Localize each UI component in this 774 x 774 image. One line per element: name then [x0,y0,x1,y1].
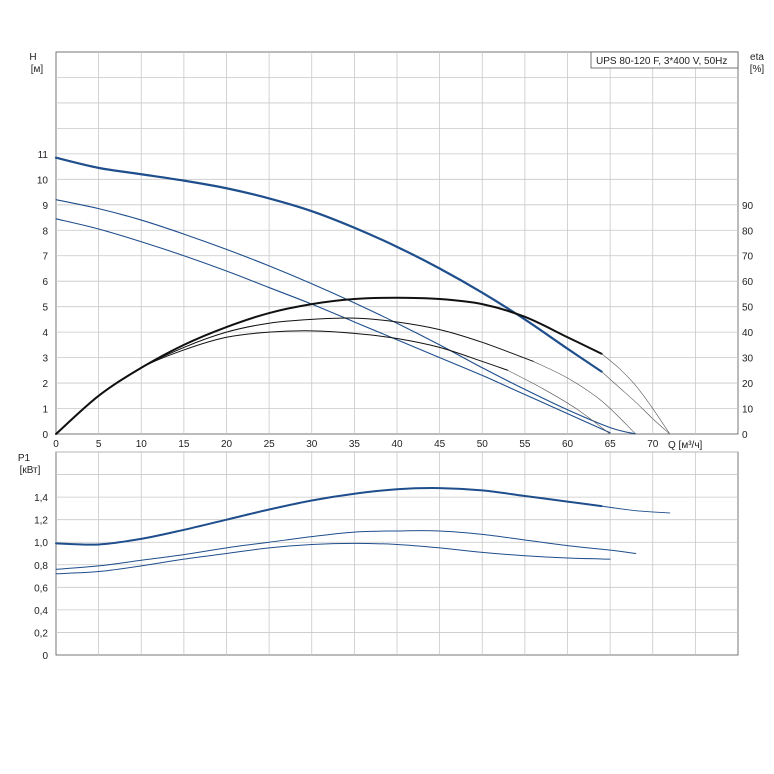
h-tick-label: 2 [42,379,48,390]
power-curve-3 [55,542,611,575]
head-curve-0 [54,156,603,373]
head-curve-1 [55,199,637,435]
legend-box-frame [590,51,739,69]
h-tick-label: 10 [37,175,49,186]
h-tick-label: 5 [42,303,48,314]
h-tick-label: 11 [38,150,49,161]
top-grid [56,52,738,434]
h-axis-unit: [м] [31,64,44,75]
eta-tick-label: 80 [742,226,754,237]
h-tick-label: 1 [42,405,48,416]
h-axis-title: H [29,52,36,63]
top-plot: 0 5 10 15 20 25 30 35 40 45 50 55 60 65 70 01234567891… [29,51,765,451]
p1-tick-label: 0,8 [34,561,48,572]
eta-tick-label: 50 [742,303,754,314]
x-tick-label: 70 [647,439,659,450]
head-curve-2 [55,218,611,434]
power-extension-curve-1 [601,505,671,514]
p1-axis-unit: [кВт] [20,465,41,476]
p1-tick-label: 0,2 [34,628,48,639]
h-tick-label: 8 [42,226,48,237]
eta-tick-label: 90 [742,201,754,212]
x-tick-label: 55 [519,439,531,450]
power-curve-2 [55,530,637,570]
x-tick-label: 45 [434,439,446,450]
h-tick-label: 0 [42,430,48,441]
x-tick-label: 20 [221,439,233,450]
q-axis-title: Q [м³/ч] [668,440,703,451]
x-tick-label: 25 [264,439,276,450]
power-curve-0 [55,487,603,546]
p1-axis-title: P1 [18,453,31,464]
x-tick-label: 30 [306,439,318,450]
eta-tick-label: 40 [742,328,754,339]
h-tick-label: 4 [42,328,48,339]
eta-extension-curve-8 [533,361,636,435]
top-y2-tick-labels: 0 10 20 30 40 50 60 70 80 90 [742,201,754,441]
eta-curve-6 [55,330,509,435]
eta-tick-label: 10 [742,405,754,416]
x-tick-label: 65 [605,439,617,450]
eta-tick-label: 0 [742,430,748,441]
p1-tick-label: 0 [42,651,48,662]
x-tick-label: 50 [477,439,489,450]
x-tick-label: 40 [391,439,403,450]
top-series [54,156,671,435]
eta-extension-curve-7 [601,353,671,435]
legend-box: UPS 80-120 F, 3*400 V, 50Hz [590,51,739,69]
eta-tick-label: 20 [742,379,754,390]
p1-tick-label: 0,6 [34,583,48,594]
p1-tick-label: 0,4 [34,606,48,617]
x-tick-label: 5 [96,439,102,450]
h-tick-label: 6 [42,277,48,288]
x-tick-label: 60 [562,439,574,450]
bottom-series [55,487,671,575]
eta-tick-label: 30 [742,354,754,365]
bottom-plot: 0 0,2 0,4 0,6 0,8 1,0 1,2 1,4 P1 [кВт] [18,451,739,662]
x-tick-label: 0 [53,439,59,450]
legend-box-text: UPS 80-120 F, 3*400 V, 50Hz [596,56,727,67]
eta-axis-title: eta [750,52,764,63]
p1-tick-label: 1,2 [34,516,48,527]
p1-tick-label: 1,0 [34,538,48,549]
eta-extension-curve-9 [507,370,611,435]
x-tick-label: 15 [178,439,190,450]
eta-axis-unit: [%] [750,64,765,75]
bottom-y-tick-labels: 0 0,2 0,4 0,6 0,8 1,0 1,2 1,4 [34,493,48,662]
h-tick-label: 3 [42,354,48,365]
top-y-tick-labels: 0 1 2 3 4 5 6 7 8 9 10 11 [37,150,49,441]
p1-tick-label: 1,4 [34,493,48,504]
eta-tick-label: 70 [742,252,754,263]
bottom-grid [56,451,738,655]
top-x-tick-labels: 0 5 10 15 20 25 30 35 40 45 50 55 60 65 70 [53,439,659,450]
h-tick-label: 7 [42,252,48,263]
head-extension-curve-3 [601,371,671,435]
h-tick-label: 9 [42,201,48,212]
x-tick-label: 10 [136,439,148,450]
x-tick-label: 35 [349,439,361,450]
eta-tick-label: 60 [742,277,754,288]
